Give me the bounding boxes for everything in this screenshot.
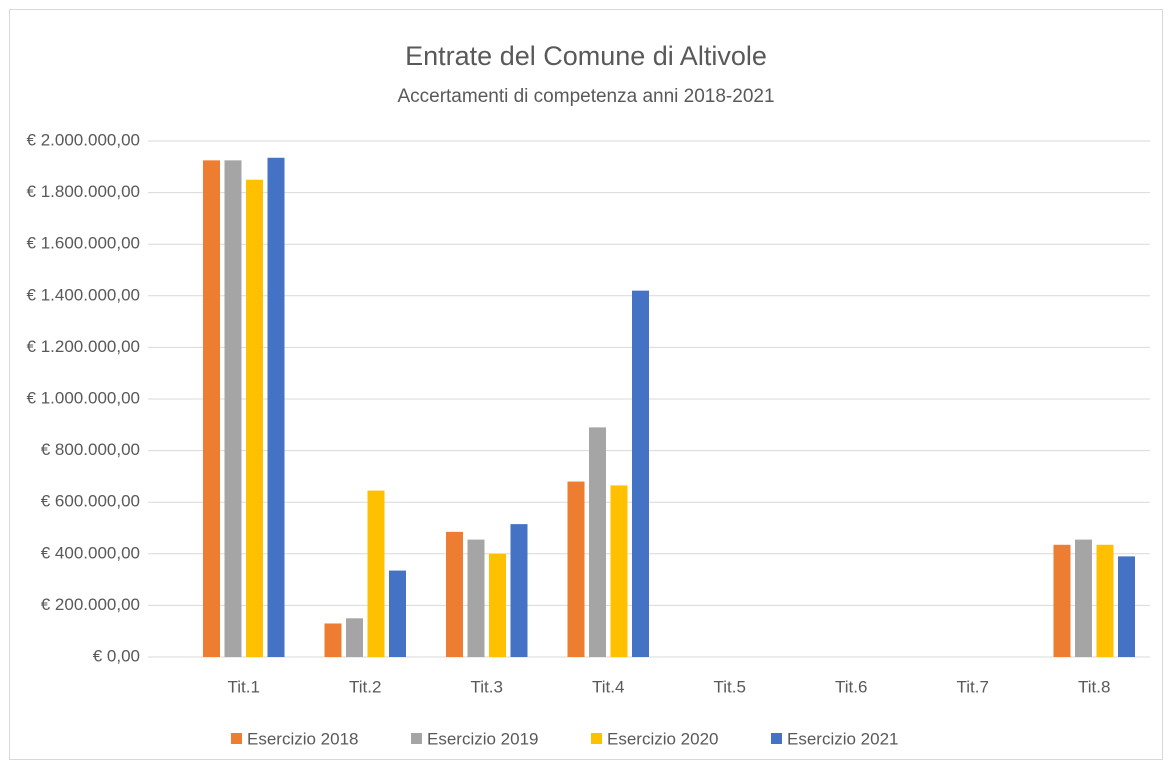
bar [446,531,463,657]
legend-swatch [411,733,422,744]
bar [267,157,285,657]
bar [203,160,220,657]
legend-swatch [591,733,602,744]
legend-swatch [771,733,782,744]
bar [632,290,649,657]
legend-label: Esercizio 2020 [607,729,719,748]
x-tick-label: Tit.7 [957,677,989,696]
bar [367,490,385,657]
x-tick-label: Tit.6 [835,677,867,696]
y-tick-label: € 2.000.000,00 [27,130,140,149]
y-tick-label: € 800.000,00 [41,440,140,459]
x-tick-label: Tit.2 [349,677,381,696]
y-tick-label: € 200.000,00 [41,595,140,614]
y-tick-label: € 1.200.000,00 [27,337,140,356]
y-tick-label: € 1.000.000,00 [27,388,140,407]
bar [489,553,506,657]
chart-subtitle: Accertamenti di competenza anni 2018-202… [397,86,774,107]
bar [1096,544,1114,657]
y-tick-label: € 1.400.000,00 [27,285,140,304]
bar [1053,544,1071,657]
legend-swatch [231,733,242,744]
chart-frame [9,9,1163,760]
bar [324,623,342,657]
bar [389,570,406,657]
bar [589,427,606,657]
bar [567,481,585,657]
bar [1075,539,1092,657]
legend-label: Esercizio 2018 [247,729,359,748]
legend-label: Esercizio 2021 [787,729,899,748]
x-tick-label: Tit.8 [1078,677,1110,696]
y-tick-label: € 1.800.000,00 [27,182,140,201]
bar [1118,556,1135,657]
x-tick-label: Tit.3 [471,677,503,696]
y-tick-label: € 600.000,00 [41,492,140,511]
bar [467,539,485,657]
bar [224,160,242,657]
bar [610,485,628,657]
bar [246,179,263,657]
y-tick-label: € 400.000,00 [41,543,140,562]
x-tick-label: Tit.5 [714,677,746,696]
y-tick-label: € 1.600.000,00 [27,234,140,253]
bar [510,524,528,657]
legend-label: Esercizio 2019 [427,729,539,748]
x-tick-label: Tit.4 [592,677,624,696]
bar [346,618,363,657]
x-tick-label: Tit.1 [228,677,260,696]
chart-title: Entrate del Comune di Altivole [405,41,767,71]
y-tick-label: € 0,00 [93,646,140,665]
